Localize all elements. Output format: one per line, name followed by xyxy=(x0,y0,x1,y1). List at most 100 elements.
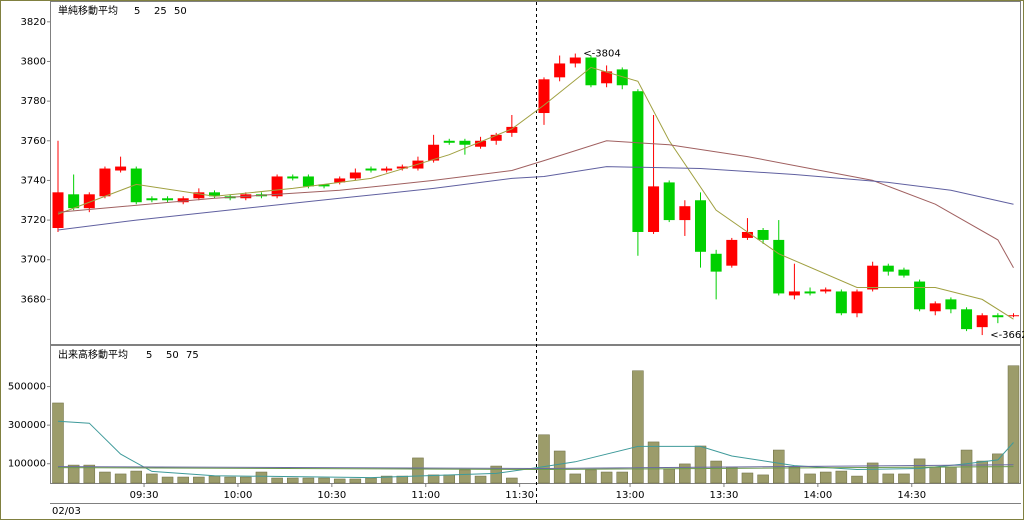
volume-bar xyxy=(146,473,158,484)
candle-body xyxy=(177,198,189,203)
volume-bar xyxy=(929,466,941,484)
volume-bar xyxy=(710,460,722,484)
volume-bar xyxy=(240,476,252,484)
y-tick-label: 3740 xyxy=(21,175,46,186)
candle-body xyxy=(757,229,769,240)
y-tick-label: 500000 xyxy=(8,382,46,393)
candle-body xyxy=(334,178,346,183)
candle-body xyxy=(601,71,613,84)
y-tick-label: 3720 xyxy=(21,215,46,226)
volume-bar xyxy=(506,477,518,484)
y-tick-label: 3680 xyxy=(21,294,46,305)
volume-bar xyxy=(287,477,299,484)
volume-bar xyxy=(177,476,189,484)
candle-body xyxy=(616,69,628,86)
candle-body xyxy=(710,253,722,272)
volume-bar xyxy=(741,472,754,484)
x-tick-label: 14:30 xyxy=(897,490,926,501)
candle-body xyxy=(976,315,988,328)
candle-body xyxy=(475,140,487,147)
candle-body xyxy=(443,140,455,143)
candle-body xyxy=(318,184,330,187)
volume-bar xyxy=(616,471,628,484)
candle-body xyxy=(898,269,910,276)
candle-body xyxy=(381,168,393,171)
candle-body xyxy=(835,291,847,314)
candle-body xyxy=(459,140,471,145)
candle-body xyxy=(1008,315,1019,317)
volume-bar xyxy=(553,450,566,484)
x-tick-label: 09:30 xyxy=(130,490,159,501)
volume-bar xyxy=(679,463,691,484)
x-tick-label: 13:00 xyxy=(616,490,645,501)
volume-bar xyxy=(474,475,487,484)
moving-average-line xyxy=(57,140,1014,268)
volume-bar xyxy=(224,476,236,484)
volume-bar xyxy=(569,473,582,484)
volume-bar xyxy=(898,473,910,484)
y-tick-label: 3760 xyxy=(21,136,46,147)
volume-bar xyxy=(208,475,221,484)
volume-bar xyxy=(271,477,283,484)
candle-body xyxy=(726,239,738,266)
volume-legend-title: 出来高移動平均 xyxy=(58,348,128,361)
moving-average-line xyxy=(57,464,1014,470)
y-tick-label: 3820 xyxy=(21,17,46,28)
x-tick-label: 10:30 xyxy=(317,490,346,501)
volume-bar xyxy=(459,469,471,484)
volume-bar xyxy=(114,473,127,484)
candle-body xyxy=(569,57,581,64)
legend-entry: 5 xyxy=(134,6,140,17)
volume-bar xyxy=(804,473,816,484)
candle-body xyxy=(867,265,879,290)
x-tick-label: 14:00 xyxy=(803,490,832,501)
candle-body xyxy=(83,194,95,209)
volume-bar xyxy=(663,468,675,484)
moving-average-line xyxy=(57,420,1014,479)
candle-body xyxy=(851,291,863,314)
y-tick-label: 100000 xyxy=(8,459,46,470)
volume-panel xyxy=(50,345,1021,484)
candle-body xyxy=(679,206,691,221)
volume-bar xyxy=(67,464,80,484)
legend-entry: 25 xyxy=(154,6,167,17)
candle-body xyxy=(961,309,973,330)
volume-bar xyxy=(365,477,377,484)
candle-body xyxy=(52,192,64,229)
candle-body xyxy=(741,231,753,238)
candle-body xyxy=(349,172,361,179)
candle-body xyxy=(554,63,566,78)
candle-body xyxy=(146,198,158,201)
volume-bar xyxy=(161,476,174,484)
x-tick-label: 13:30 xyxy=(710,490,739,501)
candle-body xyxy=(209,192,220,197)
candle-body xyxy=(271,176,283,197)
legend-entry: 75 xyxy=(186,350,199,361)
volume-bar xyxy=(255,471,268,484)
volume-bar xyxy=(443,474,455,484)
volume-bar xyxy=(694,445,707,484)
volume-bar xyxy=(538,434,550,484)
price-legend-title: 単純移動平均 xyxy=(58,4,118,17)
price-annotation: <-3662 xyxy=(990,330,1024,341)
moving-average-line xyxy=(57,66,1014,320)
volume-bar xyxy=(490,465,502,484)
x-tick-label: 10:00 xyxy=(224,490,253,501)
candle-body xyxy=(428,144,440,161)
candle-body xyxy=(99,168,111,197)
candle-body xyxy=(929,303,941,312)
volume-bar xyxy=(757,474,769,484)
candle-body xyxy=(788,291,800,296)
candle-body xyxy=(992,315,1004,318)
candle-body xyxy=(804,291,816,294)
legend-entry: 50 xyxy=(174,6,187,17)
volume-bar xyxy=(427,474,440,484)
volume-bar xyxy=(819,471,832,484)
candle-body xyxy=(287,176,299,179)
y-tick-label: 3800 xyxy=(21,56,46,67)
volume-bar xyxy=(835,470,848,484)
candle-body xyxy=(632,91,644,232)
price-annotation: <-3804 xyxy=(583,49,620,60)
